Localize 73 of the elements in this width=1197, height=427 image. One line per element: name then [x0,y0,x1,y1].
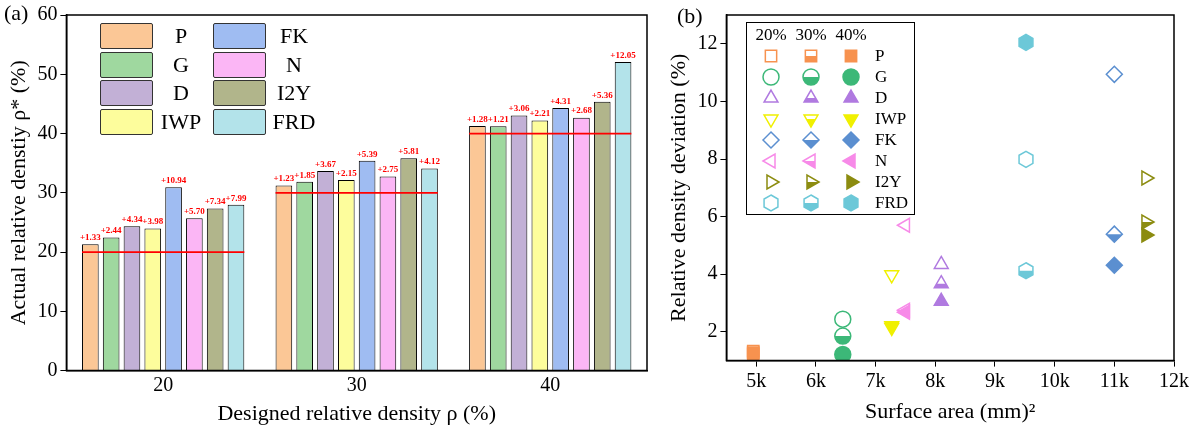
legend-label: G [172,51,190,78]
annotation: +2.75 [377,164,399,175]
annotation: +7.99 [225,192,247,203]
annotation: 30% [794,25,828,45]
legend-label: D [874,87,889,108]
x-axis-title: Surface area (mm)² [865,397,1036,423]
legend-label: G [874,66,889,87]
x-tick-label: 7k [865,368,886,391]
y-axis-title: Relative density deviation (%) [664,53,690,322]
y-tick-label: 12 [697,31,718,54]
x-tick-label: 40 [540,372,561,395]
y-tick-label: 40 [37,120,58,143]
annotation: +1.33 [79,232,102,243]
legend-label: N [874,150,889,171]
annotation: 40% [834,25,868,45]
legend-label: I2Y [275,80,313,107]
legend-label: P [173,23,189,50]
y-tick-label: 6 [707,203,718,226]
annotation: +3.06 [508,103,530,114]
legend-label: FK [278,23,310,50]
annotation: 20% [754,25,788,45]
annotation: +3.98 [142,216,164,227]
x-tick-label: 20 [153,372,174,395]
annotation: +1.28 [466,113,489,124]
annotation: +4.12 [419,156,441,167]
annotation: +7.34 [204,196,227,207]
y-axis-title: Actual relative denstiy ρ* (%) [4,60,30,326]
x-tick-label: 8k [925,368,946,391]
y-tick-label: 50 [37,61,58,84]
annotation: +4.31 [550,95,572,106]
legend-label: FRD [271,108,317,135]
y-tick-label: 10 [697,88,718,111]
y-tick-label: 30 [37,180,58,203]
x-tick-label: 11k [1099,368,1129,391]
y-tick-label: 20 [37,239,58,262]
y-tick-label: 0 [47,357,58,380]
y-tick-label: 60 [37,2,58,25]
chart-title: (b) [677,3,703,29]
y-tick-label: 10 [37,298,58,321]
legend-label: FK [874,129,898,150]
annotation: +2.21 [529,108,551,119]
annotation: +5.81 [398,146,420,157]
x-tick-label: 5k [746,368,767,391]
annotation: +1.23 [273,173,295,184]
annotation: +3.67 [315,158,337,169]
annotation: +5.36 [591,89,614,100]
legend-label: D [172,80,190,107]
x-tick-label: 10k [1039,368,1070,391]
annotation: +1.85 [294,169,316,180]
y-tick-label: 4 [707,261,718,284]
legend-label: IWP [159,108,203,135]
y-tick-label: 8 [707,146,718,169]
legend-label: IWP [874,108,908,129]
legend-label: I2Y [874,171,903,192]
x-axis-title: Designed relative density ρ (%) [217,399,496,425]
annotation: +4.34 [121,214,143,225]
legend-label: FRD [874,192,910,213]
legend-label: N [285,51,303,78]
y-tick-label: 2 [707,319,718,342]
annotation: +2.68 [571,105,593,116]
annotation: +5.39 [356,148,379,159]
annotation: +2.15 [335,167,358,178]
annotation: +2.44 [100,225,123,236]
annotation: +12.05 [610,49,637,60]
x-tick-label: 12k [1159,368,1189,391]
x-tick-label: 6k [805,368,826,391]
legend-label: P [874,45,886,66]
annotation: +1.21 [487,114,510,125]
annotation: +10.94 [160,175,187,186]
x-tick-label: 9k [984,368,1005,391]
x-tick-label: 30 [346,372,367,395]
annotation: +5.70 [183,206,206,217]
chart-title: (a) [4,0,29,26]
